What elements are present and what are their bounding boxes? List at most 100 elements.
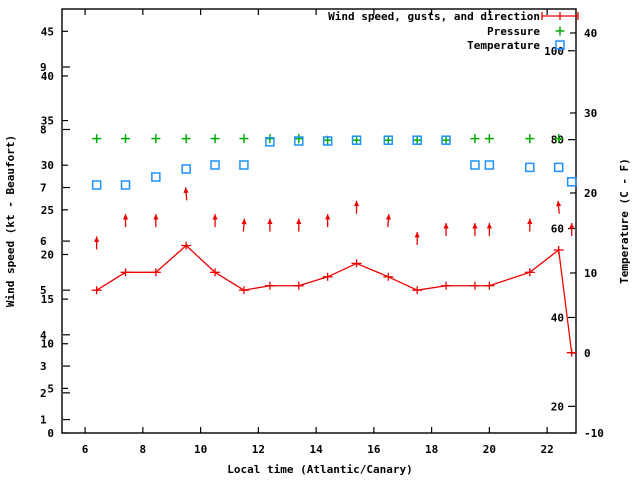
arrow-head: [353, 200, 360, 207]
wind-marker: [322, 272, 333, 281]
legend-label-2: Temperature: [467, 39, 540, 52]
pressure-marker: [383, 135, 393, 145]
temperature-marker: [151, 172, 161, 182]
wind-direction-arrow: [212, 214, 218, 228]
wind-marker: [566, 348, 577, 357]
ytick-label-knots: 0: [47, 427, 54, 440]
ytick-label-knots: 30: [41, 159, 54, 172]
wind-direction-arrow: [353, 200, 360, 214]
ytick-label-celsius: -10: [584, 427, 604, 440]
arrow-head: [555, 200, 562, 207]
arrow-head: [569, 223, 575, 229]
wind-direction-arrow: [183, 187, 189, 201]
ytick-label-fahrenheit: 40: [551, 311, 564, 324]
arrow-head: [472, 223, 478, 229]
temperature-marker: [484, 160, 495, 170]
wind-speed-line: [96, 244, 573, 353]
wind-marker: [484, 281, 495, 290]
xtick-label: 18: [425, 443, 438, 456]
pressure-marker: [181, 134, 191, 144]
wind-marker: [383, 272, 394, 281]
xtick-label: 16: [367, 443, 381, 456]
arrow-head: [486, 223, 492, 229]
wind-direction-arrow: [325, 214, 331, 228]
arrow-head: [385, 214, 391, 220]
legend-sample-wind: [541, 12, 579, 20]
xtick-label: 10: [194, 443, 207, 456]
arrow-head: [325, 214, 331, 220]
arrow-head: [296, 218, 302, 224]
ytick-label-knots: 25: [41, 204, 54, 217]
pressure-marker: [470, 134, 480, 144]
wind-direction-arrow: [153, 214, 159, 228]
wind-marker: [91, 286, 102, 295]
wind-direction-arrow: [555, 200, 562, 214]
plot-frame: [61, 8, 577, 434]
wind-marker: [469, 281, 480, 290]
temperature-marker: [525, 162, 535, 173]
ytick-label-beaufort: 6: [40, 235, 47, 248]
pressure-marker: [484, 134, 494, 144]
pressure-marker: [441, 135, 451, 145]
wind-marker: [524, 268, 535, 277]
ytick-label-knots: 45: [41, 25, 54, 38]
pressure-marker: [92, 134, 102, 144]
wind-marker: [293, 281, 304, 290]
arrow-head: [267, 218, 273, 224]
xtick-label: 12: [252, 443, 265, 456]
pressure-marker: [210, 134, 220, 144]
temperature-marker: [351, 135, 362, 145]
wind-direction-arrow: [443, 223, 449, 237]
wind-direction-arrow: [472, 223, 478, 237]
wind-marker: [412, 286, 423, 295]
pressure-marker: [151, 134, 161, 144]
ytick-label-celsius: 40: [584, 27, 597, 40]
arrow-head: [153, 214, 159, 220]
wind-marker: [150, 268, 161, 277]
temperature-marker: [470, 160, 480, 170]
arrow-head: [122, 214, 129, 220]
wind-marker: [181, 241, 192, 250]
legend-sample-pressure: [555, 26, 565, 36]
wind-direction-arrow: [486, 223, 492, 237]
xtick-label: 8: [140, 443, 147, 456]
pressure-marker: [525, 134, 535, 144]
ytick-label-celsius: 20: [584, 187, 597, 200]
wind-direction-arrow: [296, 218, 302, 232]
temperature-marker: [210, 160, 220, 170]
wind-marker: [351, 259, 362, 268]
wind-direction-arrow: [267, 218, 273, 232]
xtick-label: 14: [309, 443, 323, 456]
ytick-label-beaufort: 4: [40, 329, 47, 342]
temperature-marker: [383, 135, 394, 145]
arrow-head: [94, 236, 100, 242]
ytick-label-beaufort: 8: [40, 124, 47, 137]
ytick-label-knots: 40: [41, 70, 54, 83]
ytick-label-beaufort: 7: [40, 182, 47, 195]
ytick-label-knots: 35: [41, 115, 54, 128]
legend-label-1: Pressure: [487, 25, 540, 38]
temperature-marker: [441, 135, 451, 145]
wind-direction-arrow: [241, 218, 247, 232]
temperature-marker: [239, 160, 249, 170]
temperature-marker: [91, 180, 102, 190]
legend-label-0: Wind speed, gusts, and direction: [328, 10, 540, 23]
arrow-head: [414, 231, 420, 238]
arrow-head: [443, 223, 449, 229]
temperature-marker: [265, 137, 275, 147]
pressure-marker: [121, 134, 131, 144]
wind-marker: [264, 281, 275, 290]
ytick-label-knots: 10: [41, 338, 54, 351]
pressure-marker: [265, 134, 275, 144]
wind-marker: [238, 286, 249, 295]
arrow-head: [183, 187, 189, 193]
temperature-marker: [181, 164, 191, 174]
pressure-marker: [554, 134, 564, 144]
xtick-label: 20: [483, 443, 496, 456]
wind-direction-arrow: [385, 214, 391, 228]
pressure-marker: [412, 135, 422, 145]
xtick-label: 22: [540, 443, 553, 456]
temperature-marker: [412, 135, 422, 145]
wind-marker: [210, 268, 221, 277]
